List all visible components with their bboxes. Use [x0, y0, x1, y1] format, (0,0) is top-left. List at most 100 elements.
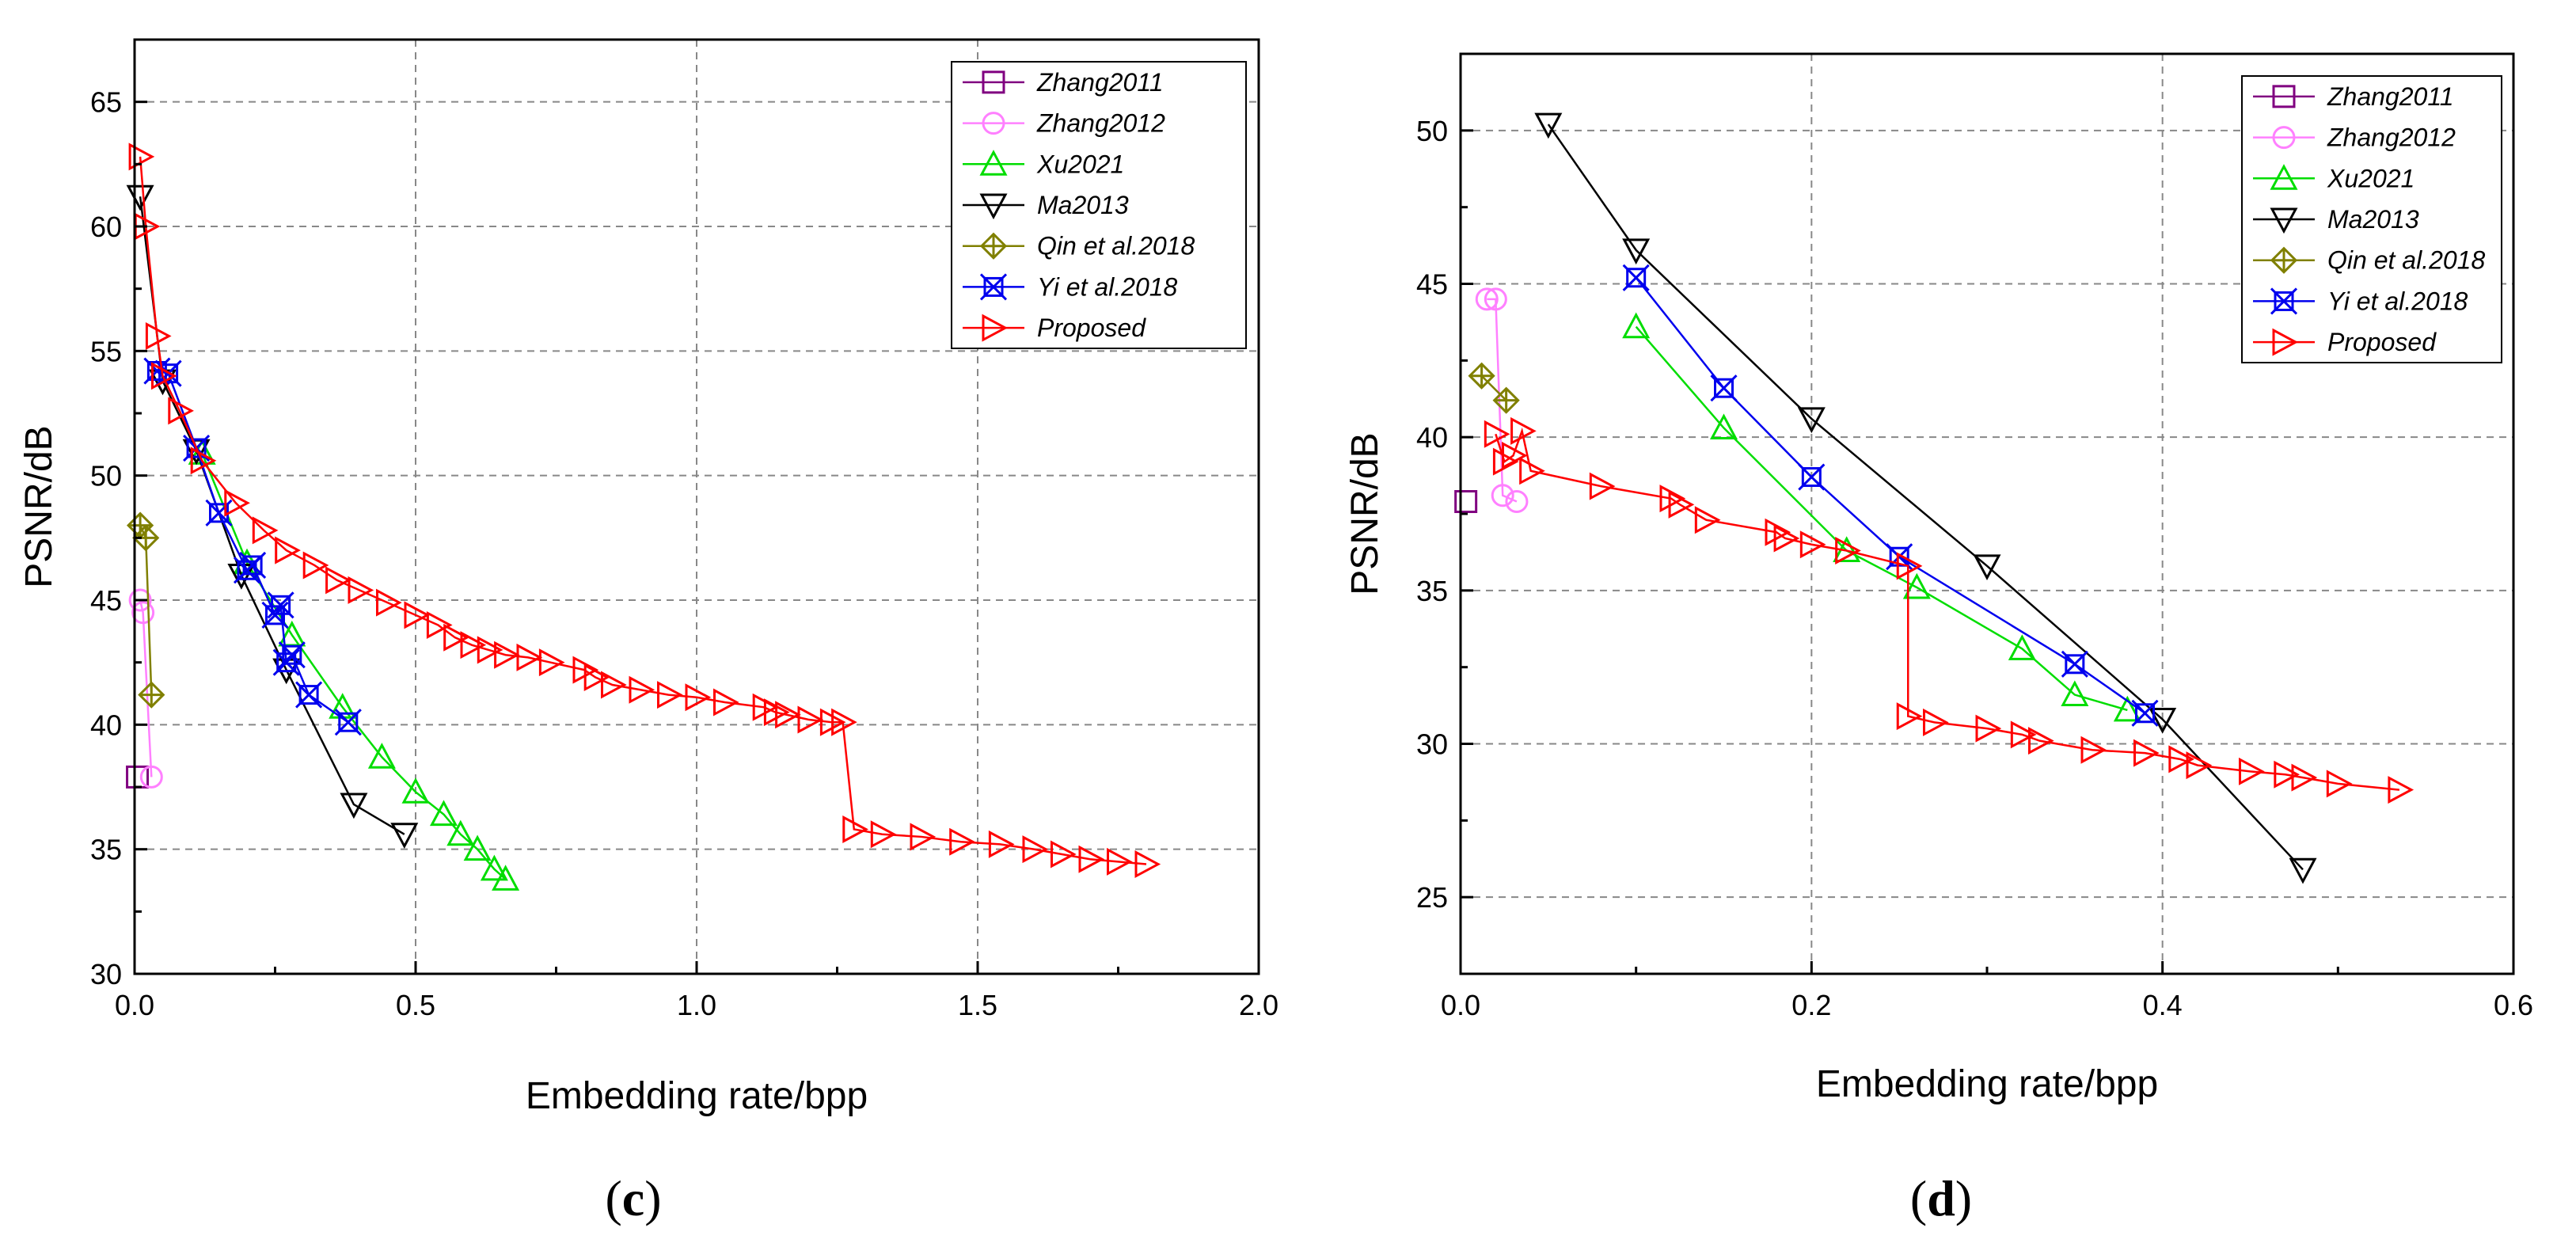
data-point [1502, 441, 1528, 469]
x-tick-label: 0.0 [115, 989, 154, 1021]
data-point-box [237, 560, 257, 580]
data-point [2291, 763, 2318, 792]
data-point [460, 631, 487, 660]
data-point [1622, 264, 1650, 291]
legend-marker [2272, 328, 2299, 356]
data-point [1475, 287, 1499, 311]
data-point [2186, 751, 2213, 780]
legend-marker [2270, 164, 2298, 190]
legend-marker [982, 112, 1005, 135]
legend-label: Qin et al.2018 [2327, 246, 2485, 275]
legend-label: Zhang2011 [2327, 82, 2454, 111]
legend-marker [2272, 85, 2296, 108]
series-line [1635, 325, 2128, 712]
data-point [1923, 708, 1949, 736]
series-line [1495, 427, 2400, 791]
data-point-stroke-b [1622, 264, 1650, 291]
data-point [516, 643, 543, 671]
y-tick-label: 35 [1416, 575, 1448, 607]
data-point [831, 708, 857, 736]
data-point-box [158, 363, 179, 384]
data-point [138, 681, 165, 709]
data-point-stroke-b [1710, 374, 1738, 402]
x-axis-title: Embedding rate/bpp [1816, 1063, 2158, 1105]
data-point [988, 830, 1015, 858]
x-tick-label: 0.2 [1791, 989, 1831, 1021]
data-point [2008, 634, 2036, 660]
legend-marker-box [2274, 291, 2294, 311]
data-point [1534, 112, 1563, 139]
data-point [1492, 447, 1519, 476]
data-point [1589, 472, 1616, 500]
data-point [629, 675, 655, 704]
data-point [261, 601, 289, 629]
series-zhang2012 [1475, 287, 1529, 514]
data-point [334, 709, 362, 736]
y-tick-label: 35 [90, 834, 122, 866]
data-point [2289, 857, 2317, 884]
chart-panel-c: 0.0 0.5 1.0 1.5 2.0 30 35 40 45 50 55 60 65 Embedding… [18, 38, 1279, 1226]
legend-marker [979, 273, 1008, 301]
data-point [267, 591, 294, 619]
data-point [1773, 524, 1800, 553]
legend-label: Ma2013 [1037, 191, 1129, 219]
data-point-box [276, 652, 297, 673]
data-point-stroke-b [1798, 463, 1826, 491]
data-point [1896, 552, 1923, 580]
data-point [601, 671, 627, 699]
data-point [1765, 518, 1791, 546]
data-point-stroke-b [239, 551, 267, 580]
y-tick-label: 30 [90, 958, 122, 990]
y-tick-label: 25 [1416, 881, 1448, 914]
data-point [1519, 457, 1545, 485]
y-tick-label: 55 [90, 335, 122, 367]
data-point [685, 683, 712, 712]
series-line [139, 599, 153, 777]
legend-label: Xu2021 [2327, 164, 2415, 192]
data-point [376, 588, 402, 617]
chart-panel-d: 0.0 0.2 0.4 0.6 25 30 35 40 45 50 Embedding rate/b… [1344, 52, 2533, 1226]
data-point [443, 623, 469, 652]
y-tick-label: 50 [90, 460, 122, 492]
data-point [1468, 362, 1495, 390]
data-point [224, 488, 250, 517]
data-point [583, 663, 610, 692]
data-point [1484, 287, 1507, 311]
data-point [190, 447, 217, 475]
series-line [1480, 374, 1507, 401]
legend-label: Zhang2012 [1036, 109, 1165, 138]
legend-label: Yi et al.2018 [2327, 287, 2468, 315]
data-point-box [1626, 268, 1647, 288]
data-point-stroke-b [334, 709, 362, 736]
data-point [1510, 416, 1537, 445]
panel-label: (c) [605, 1170, 661, 1226]
data-point [278, 641, 306, 669]
data-point [390, 823, 419, 849]
data-point-box [242, 555, 263, 576]
data-point [910, 823, 937, 851]
data-point [2010, 720, 2037, 749]
data-point-stroke-b [1886, 543, 1913, 571]
series-yi-et-al-2018 [1622, 264, 2159, 727]
series-ma2013 [1534, 112, 2317, 884]
data-point [2239, 757, 2265, 785]
data-point-box [298, 685, 319, 705]
data-point [1835, 536, 1861, 564]
legend-marker-box [983, 276, 1004, 297]
series-xu2021 [1622, 312, 2141, 722]
data-point [446, 819, 475, 846]
data-point [429, 800, 458, 827]
data-point [1710, 374, 1738, 402]
legend-label: Qin et al.2018 [1037, 232, 1195, 260]
data-point [2168, 745, 2195, 774]
data-point-stroke-b [272, 648, 300, 676]
data-point [463, 834, 492, 861]
data-point [1051, 840, 1077, 869]
y-axis-title: PSNR/dB [1344, 432, 1386, 595]
data-point [2133, 739, 2160, 767]
data-point [325, 566, 351, 595]
series-line [1487, 298, 1518, 503]
data-point [775, 701, 801, 729]
data-point [538, 648, 565, 677]
legend-marker [2270, 246, 2298, 274]
